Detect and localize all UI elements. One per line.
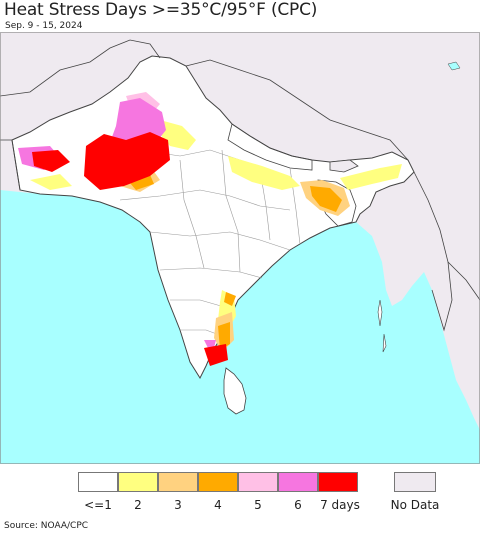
legend-swatch-6 [278, 472, 318, 492]
state-boundaries [119, 149, 301, 337]
china-border [185, 59, 409, 161]
legend-swatch-4 [198, 472, 238, 492]
date-range: Sep. 9 - 15, 2024 [5, 21, 83, 31]
legend-label-3: 3 [174, 498, 182, 512]
lake [447, 61, 461, 71]
legend-label-2: 2 [134, 498, 142, 512]
legend-swatch-2 [118, 472, 158, 492]
iran-border [0, 139, 21, 191]
thailand-border [447, 261, 480, 301]
heat-level-2 [30, 120, 402, 330]
map-title: Heat Stress Days >=35°C/95°F (CPC) [4, 0, 318, 20]
nepal [227, 123, 313, 171]
heat-stress-map [0, 32, 480, 464]
source-credit: Source: NOAA/CPC [4, 521, 89, 531]
legend-label-1: <=1 [84, 498, 112, 512]
andaman-islands [377, 299, 387, 353]
afghanistan-border [0, 39, 161, 97]
bhutan [329, 159, 359, 173]
legend-swatch-1 [78, 472, 118, 492]
legend-label-5: 5 [254, 498, 262, 512]
legend-label-no-data: No Data [390, 498, 440, 512]
legend-swatch-3 [158, 472, 198, 492]
legend-swatch-no-data [394, 472, 436, 492]
legend-swatch-7 [318, 472, 358, 492]
legend-swatch-5 [238, 472, 278, 492]
ocean [0, 190, 480, 464]
legend-label-7: 7 days [320, 498, 360, 512]
sri-lanka [223, 367, 247, 415]
legend-label-6: 6 [294, 498, 302, 512]
heat-level-7 [32, 132, 228, 366]
legend-label-4: 4 [214, 498, 222, 512]
